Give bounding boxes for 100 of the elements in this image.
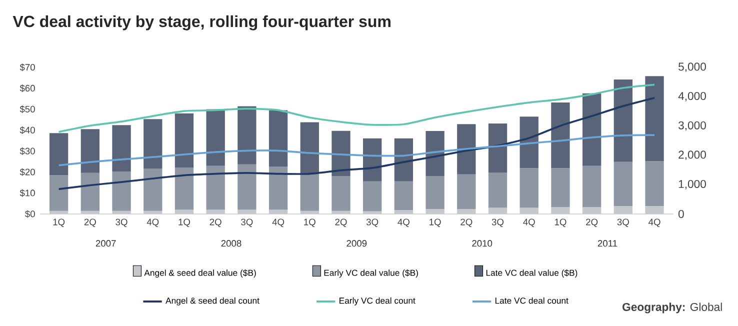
bar <box>488 172 508 208</box>
y2-tick-label: 0 <box>678 210 684 218</box>
x-tick-label: 1Q <box>554 218 566 227</box>
legend-label: Late VC deal count <box>495 297 568 304</box>
y-tick-label: $10 <box>20 189 35 197</box>
legend-label: Angel & seed deal value ($B) <box>144 269 256 278</box>
bar <box>426 176 444 209</box>
x-tick-label: 2Q <box>210 218 222 227</box>
bar <box>363 138 382 182</box>
legend-label: Early VC deal value ($B) <box>324 269 418 278</box>
text: Geography: Global <box>622 302 722 314</box>
y-tick-label: $70 <box>20 64 35 72</box>
bar <box>268 210 288 214</box>
bar <box>614 206 633 214</box>
chart-title: VC deal activity by stage, rolling four-quarter sum <box>12 15 390 30</box>
bar <box>112 171 131 211</box>
bar <box>300 122 319 174</box>
y2-tick-label: 2,000 <box>678 150 706 160</box>
x-tick-label: 3Q <box>617 218 629 227</box>
bar <box>112 125 131 172</box>
bar <box>300 210 319 214</box>
x-tick-label: 1Q <box>178 218 190 227</box>
bar <box>614 162 633 206</box>
text: 2008 <box>221 240 242 247</box>
bar <box>80 210 100 214</box>
bar <box>394 138 414 182</box>
bar <box>49 133 68 176</box>
bar <box>614 79 633 162</box>
bar <box>238 210 256 214</box>
bar <box>645 206 664 214</box>
y2-tick-label: 4,000 <box>678 92 706 102</box>
legend-label: Early VC deal count <box>340 297 416 306</box>
bar <box>488 208 508 214</box>
x-tick-label: 1Q <box>53 218 65 227</box>
x-tick-label: 2Q <box>586 218 598 227</box>
bar <box>80 129 100 173</box>
bar <box>174 113 194 168</box>
bar <box>394 181 414 210</box>
bar <box>238 106 256 164</box>
x-tick-label: 3Q <box>492 218 504 227</box>
bar <box>144 210 162 214</box>
bar <box>551 207 570 214</box>
x-tick-label: 3Q <box>366 218 378 227</box>
bar <box>332 210 350 214</box>
bar <box>551 168 570 208</box>
y-tick-label: $60 <box>20 84 35 92</box>
y-tick-label: $50 <box>20 105 35 114</box>
bar <box>332 176 350 211</box>
line-series <box>58 96 656 190</box>
line-series <box>58 134 656 166</box>
x-tick-label: 2Q <box>335 218 347 227</box>
bar <box>363 181 382 212</box>
bar <box>520 116 538 168</box>
bar <box>582 93 602 166</box>
bar <box>268 110 288 166</box>
bar <box>144 119 162 169</box>
bar <box>112 210 131 214</box>
legend-label: Angel & seed deal count <box>166 297 260 306</box>
x-tick-label: 4Q <box>523 218 535 227</box>
x-tick-label: 3Q <box>241 218 253 227</box>
text: 2010 <box>472 240 492 247</box>
x-tick-label: 4Q <box>146 218 159 227</box>
y-tick-label: $30 <box>20 147 35 155</box>
bar <box>174 210 194 214</box>
bar <box>80 172 100 211</box>
bar <box>520 208 538 214</box>
x-tick-label: 2Q <box>84 218 96 227</box>
text: 2011 <box>598 240 618 247</box>
y2-tick-label: 1,000 <box>678 180 706 190</box>
bar <box>268 166 288 210</box>
bar <box>49 175 68 211</box>
x-tick-label: 2Q <box>460 218 472 227</box>
legend-label: Late VC deal value ($B) <box>486 269 578 278</box>
x-tick-label: 1Q <box>304 218 316 227</box>
bar <box>238 164 256 210</box>
bar <box>457 124 476 174</box>
bar <box>457 208 476 214</box>
y-tick-label: $20 <box>20 168 35 176</box>
bar <box>645 161 664 206</box>
line-series <box>58 84 656 133</box>
text: 2009 <box>346 240 367 247</box>
x-tick-label: 4Q <box>648 218 660 227</box>
x-tick-label: 4Q <box>398 218 410 227</box>
bar <box>645 76 664 162</box>
bar <box>49 210 68 214</box>
bar <box>582 166 602 208</box>
bar <box>206 109 225 166</box>
y-tick-label: $0 <box>25 210 35 218</box>
bar <box>144 168 162 211</box>
bar <box>551 102 570 168</box>
bar <box>363 211 382 214</box>
bar <box>488 123 508 173</box>
bar <box>332 130 350 176</box>
x-tick-label: 1Q <box>430 218 441 227</box>
bar <box>582 207 602 214</box>
bar <box>426 131 444 176</box>
text: 2007 <box>96 240 116 247</box>
bar <box>426 208 444 214</box>
bar <box>206 166 225 210</box>
bar <box>300 173 319 211</box>
